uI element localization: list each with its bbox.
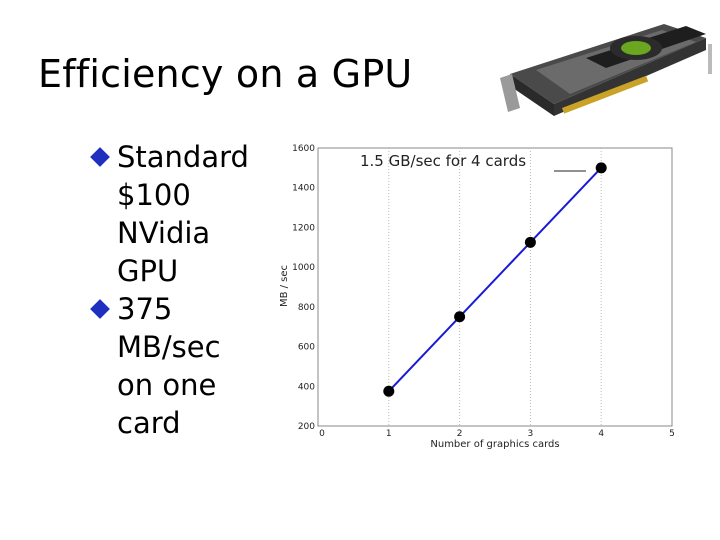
diamond-bullet-icon	[90, 147, 110, 167]
y-tick-label: 600	[298, 343, 315, 353]
x-tick-label: 2	[457, 429, 463, 439]
diamond-bullet-icon	[90, 299, 110, 319]
bullet-item: 375 MB/sec on one card	[90, 290, 260, 442]
series-line	[388, 167, 602, 392]
x-axis-label: Number of graphics cards	[430, 439, 559, 450]
bullet-item: Standard $100 NVidia GPU	[90, 138, 260, 290]
y-tick-label: 800	[298, 303, 315, 313]
data-point	[524, 236, 536, 248]
y-tick-label: 1600	[292, 144, 315, 154]
data-point	[595, 162, 607, 174]
plot-frame	[317, 147, 673, 427]
y-axis-label: MB / sec	[279, 265, 290, 307]
chart-annotation: 1.5 GB/sec for 4 cards	[360, 152, 526, 170]
x-tick-label: 5	[669, 429, 675, 439]
data-point	[454, 311, 466, 323]
x-tick-label: 3	[528, 429, 534, 439]
nvidia-graphics-card-icon	[500, 24, 712, 116]
x-tick-label: 0	[319, 429, 325, 439]
y-tick-label: 200	[298, 422, 315, 432]
bullet-list: Standard $100 NVidia GPU 375 MB/sec on o…	[90, 138, 260, 442]
y-tick-label: 1400	[292, 184, 315, 194]
data-point	[383, 385, 395, 397]
y-tick-label: 1200	[292, 223, 315, 233]
y-tick-label: 400	[298, 382, 315, 392]
y-tick-label: 1000	[292, 263, 315, 273]
x-tick-label: 1	[386, 429, 392, 439]
slide-title: Efficiency on a GPU	[38, 52, 413, 96]
line-chart: 200 400 600 800 1000 1200 1400 1600 0 1 2 3 4 5 1.5 …	[279, 144, 675, 450]
bullet-text: 375 MB/sec on one card	[117, 292, 221, 440]
x-tick-label: 4	[598, 429, 604, 439]
bullet-text: Standard $100 NVidia GPU	[117, 140, 249, 288]
